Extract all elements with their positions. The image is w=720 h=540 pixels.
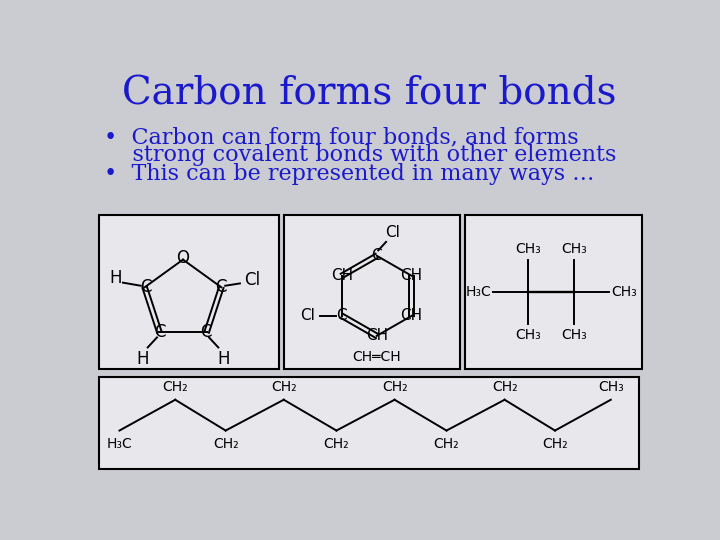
Text: •  This can be represented in many ways …: • This can be represented in many ways … — [104, 164, 594, 185]
Text: CH═CH: CH═CH — [352, 350, 401, 364]
Text: CH₃: CH₃ — [611, 285, 637, 299]
Bar — [465, 215, 642, 369]
Text: CH₂: CH₂ — [433, 437, 459, 451]
Bar — [284, 215, 461, 369]
Text: CH₂: CH₂ — [323, 437, 349, 451]
Text: C: C — [336, 308, 347, 323]
Text: CH₂: CH₂ — [382, 380, 408, 394]
Text: C: C — [140, 278, 151, 296]
Text: H: H — [217, 350, 230, 368]
Text: C: C — [372, 248, 382, 264]
Text: O: O — [176, 249, 189, 267]
Text: CH₃: CH₃ — [562, 242, 588, 256]
Text: CH₃: CH₃ — [515, 242, 541, 256]
Text: CH₃: CH₃ — [598, 380, 624, 394]
Text: CH: CH — [366, 328, 388, 343]
Text: Cl: Cl — [244, 271, 261, 288]
Text: CH: CH — [400, 268, 423, 284]
Text: CH: CH — [400, 308, 423, 323]
Bar — [99, 377, 639, 469]
Text: CH₂: CH₂ — [492, 380, 518, 394]
Text: H₃C: H₃C — [107, 437, 132, 451]
Text: H₃C: H₃C — [466, 285, 492, 299]
Text: H: H — [136, 350, 148, 368]
Text: •  Carbon can form four bonds, and forms: • Carbon can form four bonds, and forms — [104, 126, 579, 149]
Text: Carbon forms four bonds: Carbon forms four bonds — [122, 76, 616, 112]
Text: CH₂: CH₂ — [163, 380, 188, 394]
Text: CH₂: CH₂ — [271, 380, 297, 394]
Text: CH₂: CH₂ — [213, 437, 238, 451]
Text: CH₃: CH₃ — [515, 328, 541, 342]
Text: C: C — [154, 323, 166, 341]
Text: CH: CH — [330, 268, 353, 284]
Text: CH₂: CH₂ — [542, 437, 568, 451]
Text: Cl: Cl — [384, 225, 400, 240]
Bar — [99, 215, 279, 369]
Text: Cl: Cl — [300, 308, 315, 323]
Text: CH₃: CH₃ — [562, 328, 588, 342]
Text: C: C — [200, 323, 212, 341]
Text: H: H — [109, 269, 122, 287]
Text: strong covalent bonds with other elements: strong covalent bonds with other element… — [104, 144, 616, 166]
Text: C: C — [215, 278, 226, 296]
